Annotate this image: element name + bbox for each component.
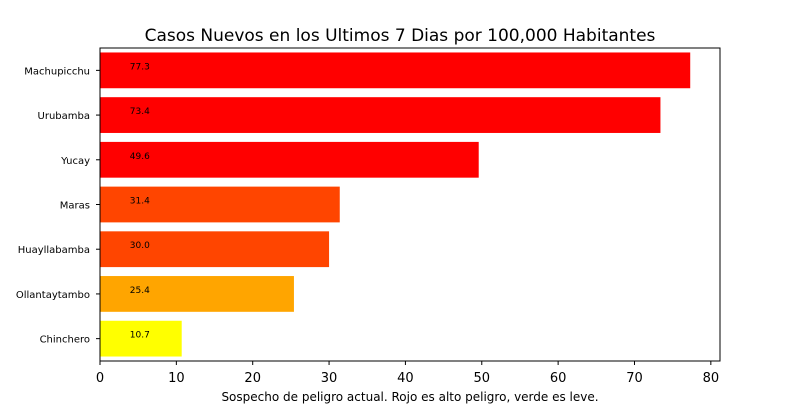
- data-label-urubamba: 73.4: [130, 107, 150, 117]
- axes-layer: Machupicchu Urubamba Yucay Maras Huayllabamb…: [16, 66, 719, 386]
- bar-machupicchu: [100, 52, 691, 89]
- bar-yucay: [100, 141, 479, 178]
- x-axis-label: Sospecho de peligro actual. Rojo es alto…: [221, 390, 598, 404]
- data-label-maras: 31.4: [130, 197, 150, 207]
- x-tick-label-50: 50: [473, 371, 490, 386]
- x-tick-label-10: 10: [168, 371, 185, 386]
- plot-frame: [99, 47, 721, 362]
- x-tick-label-20: 20: [244, 371, 261, 386]
- bar-ollantaytambo: [100, 276, 294, 312]
- bars-layer: [100, 52, 691, 357]
- chart-title: Casos Nuevos en los Ultimos 7 Dias por 1…: [145, 26, 656, 46]
- y-tick-label-urubamba: Urubamba: [38, 111, 90, 122]
- y-tick-label-ollantaytambo: Ollantaytambo: [16, 290, 90, 301]
- bar-huayllabamba: [100, 231, 330, 268]
- data-label-ollantaytambo: 25.4: [130, 286, 150, 296]
- data-label-huayllabamba: 30.0: [130, 241, 150, 251]
- y-tick-label-huayllabamba: Huayllabamba: [18, 245, 90, 256]
- data-labels-layer: 77.3 73.4 49.6 31.4 30.0 25.4 10.7: [130, 62, 150, 340]
- y-tick-label-machupicchu: Machupicchu: [24, 66, 90, 77]
- x-tick-label-30: 30: [321, 371, 338, 386]
- y-tick-label-chinchero: Chinchero: [40, 335, 90, 346]
- x-tick-label-60: 60: [550, 371, 567, 386]
- x-tick-label-0: 0: [96, 371, 104, 386]
- y-tick-label-maras: Maras: [60, 201, 90, 212]
- x-tick-label-40: 40: [397, 371, 414, 386]
- data-label-machupicchu: 77.3: [130, 62, 150, 72]
- bar-chinchero: [100, 320, 182, 357]
- y-tick-label-yucay: Yucay: [60, 156, 90, 167]
- bar-urubamba: [100, 97, 661, 133]
- bar-maras: [100, 186, 340, 223]
- x-tick-label-80: 80: [703, 371, 720, 386]
- x-tick-label-70: 70: [626, 371, 643, 386]
- data-label-yucay: 49.6: [130, 152, 150, 162]
- data-label-chinchero: 10.7: [130, 331, 150, 341]
